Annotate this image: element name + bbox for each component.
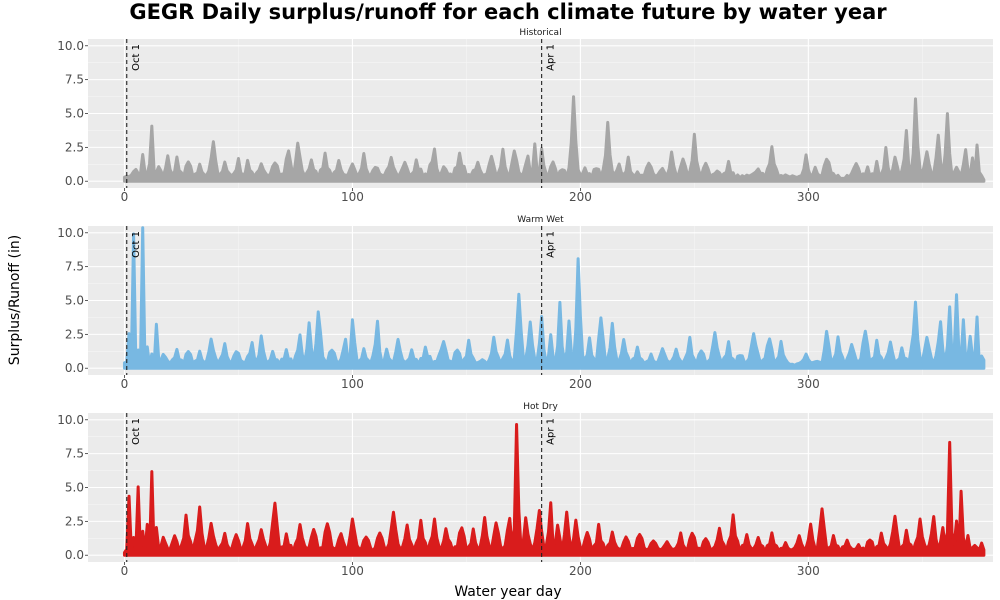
x-tick-label: 200 (569, 564, 592, 578)
x-tick-label: 300 (797, 377, 820, 391)
x-tick-label: 300 (797, 190, 820, 204)
x-tick-label: 200 (569, 377, 592, 391)
reference-line-label: Oct 1 (131, 418, 142, 445)
y-axis-title: Surplus/Runoff (in) (7, 235, 23, 365)
y-tick-label: 10.0 (57, 226, 84, 240)
panel-warm-wet: Warm Wet Oct 1 Apr 1 0.0 2.5 5.0 7.5 10.0 0 100 20… (57, 215, 993, 391)
reference-line-label: Apr 1 (546, 44, 557, 71)
x-tick-label: 0 (121, 190, 129, 204)
x-tick-label: 100 (341, 190, 364, 204)
x-tick-label: 0 (121, 377, 129, 391)
series-area (122, 226, 986, 370)
y-tick-label: 0.0 (65, 361, 84, 375)
y-tick-label: 5.0 (65, 107, 84, 121)
reference-line-label: Apr 1 (546, 231, 557, 258)
x-tick-label: 200 (569, 190, 592, 204)
panels-container: Historical Oct 1 Apr 1 0.0 2.5 5.0 7.5 10.0 0 100… (57, 28, 993, 578)
x-tick-label: 0 (121, 564, 129, 578)
panel-historical: Historical Oct 1 Apr 1 0.0 2.5 5.0 7.5 10.0 0 100… (57, 28, 993, 204)
y-tick-label: 10.0 (57, 413, 84, 427)
series-area (122, 422, 986, 557)
y-tick-label: 7.5 (65, 73, 84, 87)
panel-title: Warm Wet (517, 215, 564, 225)
panel-title: Historical (519, 28, 561, 38)
y-tick-label: 5.0 (65, 294, 84, 308)
y-tick-label: 5.0 (65, 481, 84, 495)
x-tick-label: 100 (341, 377, 364, 391)
y-tick-label: 10.0 (57, 39, 84, 53)
y-tick-label: 2.5 (65, 327, 84, 341)
reference-line-label: Oct 1 (131, 44, 142, 71)
y-tick-label: 2.5 (65, 140, 84, 154)
y-tick-label: 0.0 (65, 174, 84, 188)
series-area (122, 95, 986, 183)
x-axis-title: Water year day (454, 584, 561, 600)
reference-line-label: Oct 1 (131, 231, 142, 258)
y-tick-label: 2.5 (65, 514, 84, 528)
reference-line-label: Apr 1 (546, 418, 557, 445)
y-tick-label: 0.0 (65, 548, 84, 562)
panel-title: Hot Dry (523, 402, 558, 412)
chart-title: GEGR Daily surplus/runoff for each clima… (129, 0, 887, 24)
y-tick-label: 7.5 (65, 260, 84, 274)
x-tick-label: 100 (341, 564, 364, 578)
y-tick-label: 7.5 (65, 447, 84, 461)
panel-hot-dry: Hot Dry Oct 1 Apr 1 0.0 2.5 5.0 7.5 10.0 0 100 200… (57, 402, 993, 578)
x-tick-label: 300 (797, 564, 820, 578)
